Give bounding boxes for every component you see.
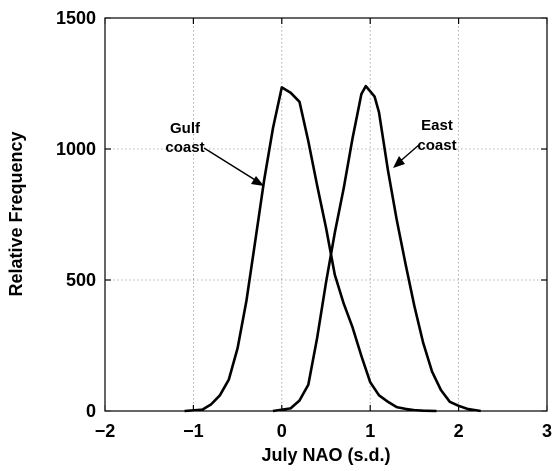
gulf-coast-label-line-2: coast [165, 139, 204, 156]
plot-frame [104, 17, 548, 412]
gulf-coast-arrow [203, 147, 261, 184]
gulf-coast-line [184, 86, 437, 413]
y-tick-label: 1000 [56, 139, 96, 159]
axis-ticks [104, 17, 548, 412]
gridlines [105, 18, 547, 411]
gulf-coast-annotation: Gulf coast [165, 120, 264, 186]
x-tick-label: 2 [454, 421, 464, 441]
east-coast-label-line-1: East [421, 117, 453, 134]
x-tick-label: −2 [95, 421, 116, 441]
y-tick-label: 500 [66, 270, 96, 290]
y-tick-label: 0 [86, 401, 96, 421]
east-coast-arrowhead [393, 156, 405, 168]
y-tick-label: 1500 [56, 8, 96, 28]
gulf-coast-arrowhead [251, 176, 264, 186]
x-tick-label: 1 [365, 421, 375, 441]
x-axis-label: July NAO (s.d.) [261, 445, 390, 465]
east-coast-annotation: East coast [393, 117, 457, 168]
series-lines [184, 84, 481, 413]
x-tick-label: 3 [542, 421, 552, 441]
east-coast-label-line-2: coast [417, 137, 456, 154]
east-coast-line [272, 84, 481, 413]
x-tick-label: −1 [183, 421, 204, 441]
gulf-coast-label-line-1: Gulf [170, 120, 201, 137]
x-tick-label: 0 [277, 421, 287, 441]
y-axis-label: Relative Frequency [6, 131, 26, 296]
